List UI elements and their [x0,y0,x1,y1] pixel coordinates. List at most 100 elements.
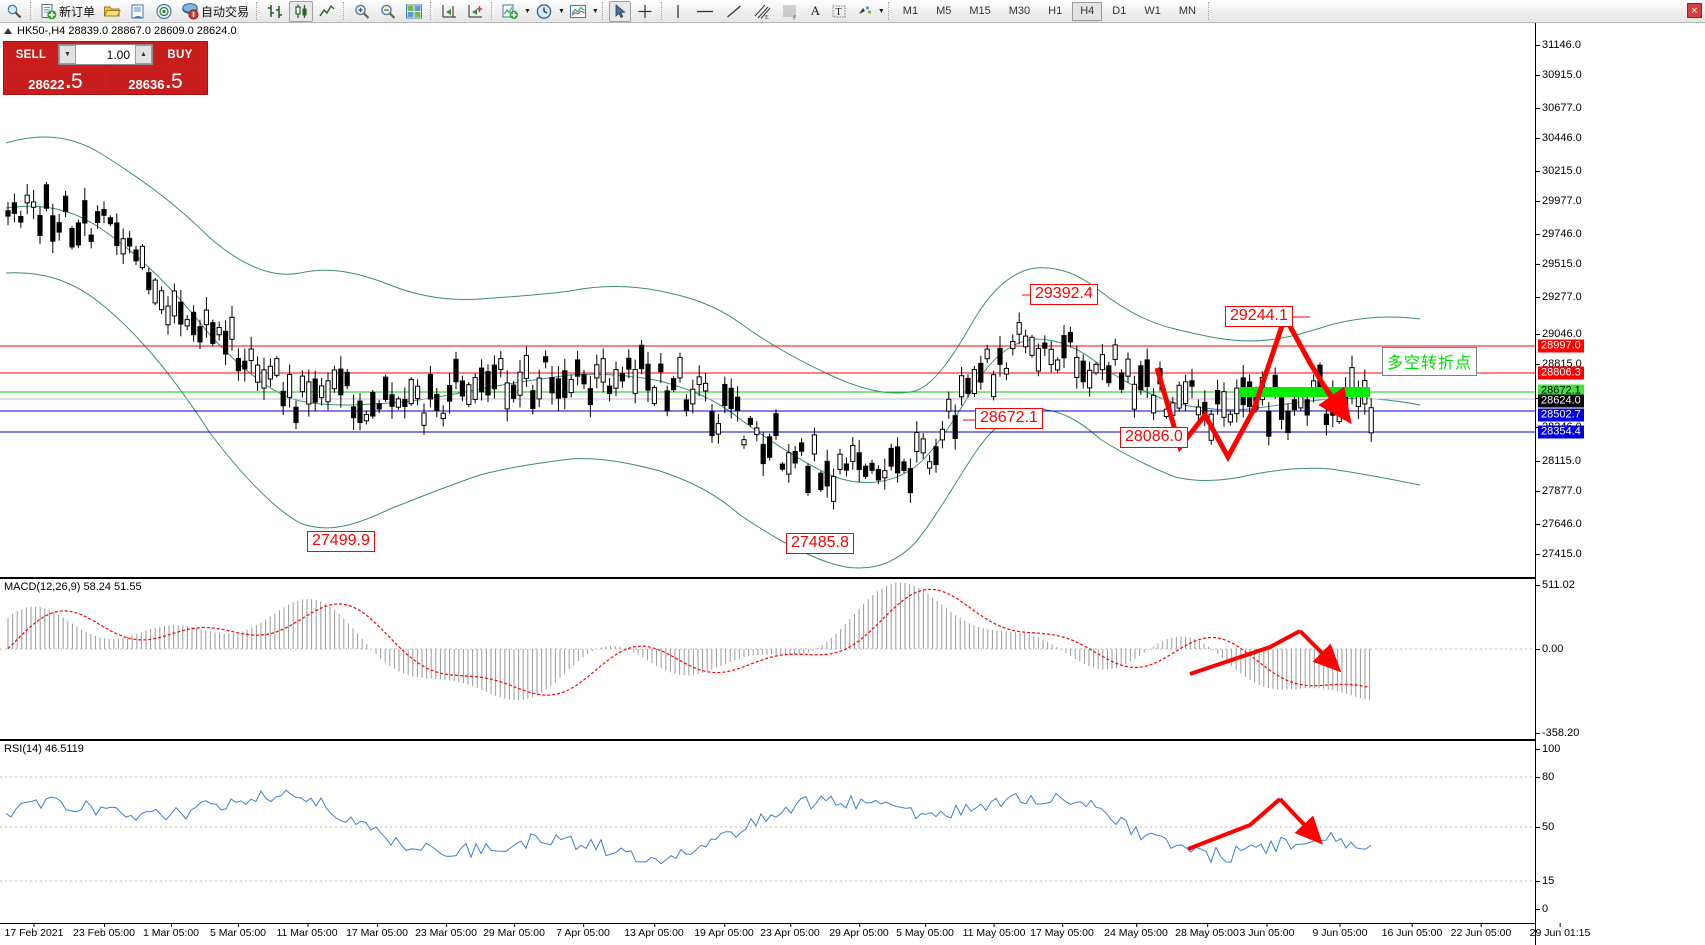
symbol-search-icon[interactable] [3,1,26,22]
tile-windows-icon[interactable] [402,1,426,22]
toolbar-separator [256,2,260,20]
chart-area[interactable]: HK50-,H4 28839.0 28867.0 28609.0 28624.0… [0,23,1705,945]
time-axis[interactable]: 17 Feb 2021 23 Feb 05:00 1 Mar 05:00 5 M… [0,923,1590,945]
price-label-28502[interactable]: 28502.7 [1538,408,1584,422]
zoom-out-icon[interactable] [376,1,400,22]
auto-scroll-icon[interactable] [463,1,487,22]
time-tick: 17 Feb 2021 [4,923,64,939]
shapes-dropdown-caret[interactable]: ▼ [877,7,885,15]
shapes-icon[interactable] [852,1,876,22]
one-click-trading-panel[interactable]: SELL ▼ 1.00 ▲ BUY 28622 . 5 28636 . 5 [3,41,208,95]
new-order-button[interactable]: 新订单 [37,1,98,22]
price-label-last[interactable]: 28624.0 [1538,394,1584,408]
fibonacci-icon[interactable]: F [777,1,803,22]
trendline-icon[interactable] [721,1,747,22]
timeframe-mn[interactable]: MN [1178,5,1196,17]
price-label-28806[interactable]: 28806.3 [1538,366,1584,380]
indicators-icon[interactable] [498,1,522,22]
sell-button[interactable]: SELL [7,44,55,65]
price-scale[interactable]: 31146.0 30915.0 30677.0 30446.0 30215.0 … [1535,23,1705,945]
new-order-label: 新订单 [59,4,96,19]
rsi-tick-15: 15 [1535,875,1555,887]
autotrading-button[interactable]: 自动交易 [178,1,252,22]
collapse-triangle-icon[interactable] [4,28,12,34]
time-tick: 5 Mar 05:00 [209,923,267,939]
autotrading-label: 自动交易 [201,4,250,19]
equidistant-channel-icon[interactable]: E [749,1,775,22]
timeframe-h4[interactable]: H4 [1072,1,1103,21]
volume-decrement-button[interactable]: ▼ [59,45,76,64]
vertical-line-icon[interactable] [668,1,689,22]
time-tick: 19 Apr 05:00 [694,923,754,939]
volume-stepper[interactable]: ▼ 1.00 ▲ [58,44,153,65]
templates-icon[interactable] [566,1,590,22]
indicators-dropdown-caret[interactable]: ▼ [524,7,531,15]
annotation-27485[interactable]: 27485.8 [786,533,854,555]
volume-input[interactable]: 1.00 [76,47,135,62]
price-tick: 31146.0 [1536,39,1581,51]
publish-icon[interactable] [126,1,150,22]
buy-price-dot: . [165,71,172,93]
price-tick: 29277.0 [1536,291,1582,303]
price-pane[interactable]: HK50-,H4 28839.0 28867.0 28609.0 28624.0… [0,23,1535,577]
buy-price-integer: 28636 [128,77,165,92]
line-chart-icon[interactable] [315,1,339,22]
trade-panel-controls: SELL ▼ 1.00 ▲ BUY [4,42,207,67]
rsi-pane[interactable]: RSI(14) 46.5119 [0,741,1535,921]
macd-pane[interactable]: MACD(12,26,9) 58.24 51.55 [0,579,1535,739]
timeframe-d1[interactable]: D1 [1112,5,1127,17]
buy-price[interactable]: 28636 . 5 [107,67,204,92]
text-icon[interactable]: A [810,3,821,18]
macd-down-arrow [1298,629,1342,673]
annotation-turning-point[interactable]: 多空转折点 [1382,347,1478,376]
time-tick: 7 Apr 05:00 [556,923,610,939]
price-label-28672[interactable]: 28672.1 [1538,384,1584,398]
period-dropdown-caret[interactable]: ▼ [557,7,565,15]
period-clock-icon[interactable] [532,1,556,22]
timeframe-m5[interactable]: M5 [936,5,952,17]
annotation-28086[interactable]: 28086.0 [1120,427,1188,449]
bar-chart-icon[interactable] [263,1,287,22]
pane-separator-2 [0,739,1535,741]
annotation-29244[interactable]: 29244.1 [1225,306,1293,328]
symbol-header: HK50-,H4 28839.0 28867.0 28609.0 28624.0 [4,25,237,37]
shift-end-icon[interactable] [437,1,461,22]
macd-signal-line [7,588,1370,696]
sell-price[interactable]: 28622 . 5 [7,67,104,92]
volume-increment-button[interactable]: ▲ [135,45,152,64]
timeframe-w1[interactable]: W1 [1144,5,1161,17]
annotation-27499[interactable]: 27499.9 [307,531,375,553]
macd-tick-zero: 0.00 [1535,643,1564,655]
timeframe-m1[interactable]: M1 [902,5,919,17]
price-tick: 29977.0 [1536,195,1582,207]
price-label-28354[interactable]: 28354.4 [1538,425,1584,439]
timeframe-h1[interactable]: H1 [1048,5,1063,17]
toolbar-separator [491,2,495,20]
price-label-28997[interactable]: 28997.0 [1538,339,1584,353]
horizontal-line-icon[interactable] [691,1,719,22]
candlestick-chart-icon[interactable] [289,0,314,22]
close-icon[interactable]: × [1687,3,1702,18]
symbol-ohlc-text: HK50-,H4 28839.0 28867.0 28609.0 28624.0 [17,25,237,37]
crosshair-icon[interactable] [633,1,657,22]
zoom-in-icon[interactable] [350,1,374,22]
toolbar-separator [343,2,347,20]
text-label-icon[interactable]: T [828,1,850,22]
timeframe-m15[interactable]: M15 [969,5,991,17]
time-tick: 29 Mar 05:00 [483,923,545,939]
toolbar-separator [601,2,605,20]
timeframe-m30[interactable]: M30 [1008,5,1031,17]
folder-icon[interactable] [100,1,124,22]
signals-icon[interactable] [152,1,176,22]
toolbar-separator [30,2,33,20]
price-tick: 27646.0 [1536,518,1582,530]
buy-button[interactable]: BUY [156,44,204,65]
rsi-tick-50: 50 [1535,821,1555,833]
annotation-28672[interactable]: 28672.1 [975,408,1043,430]
sell-price-decimal: 5 [71,70,83,94]
rsi-tick-80: 80 [1535,771,1555,783]
annotation-29392[interactable]: 29392.4 [1030,284,1098,306]
cursor-icon[interactable] [608,0,631,22]
time-tick: 29 Jun 01:15 [1529,923,1591,939]
templates-dropdown-caret[interactable]: ▼ [591,7,599,15]
